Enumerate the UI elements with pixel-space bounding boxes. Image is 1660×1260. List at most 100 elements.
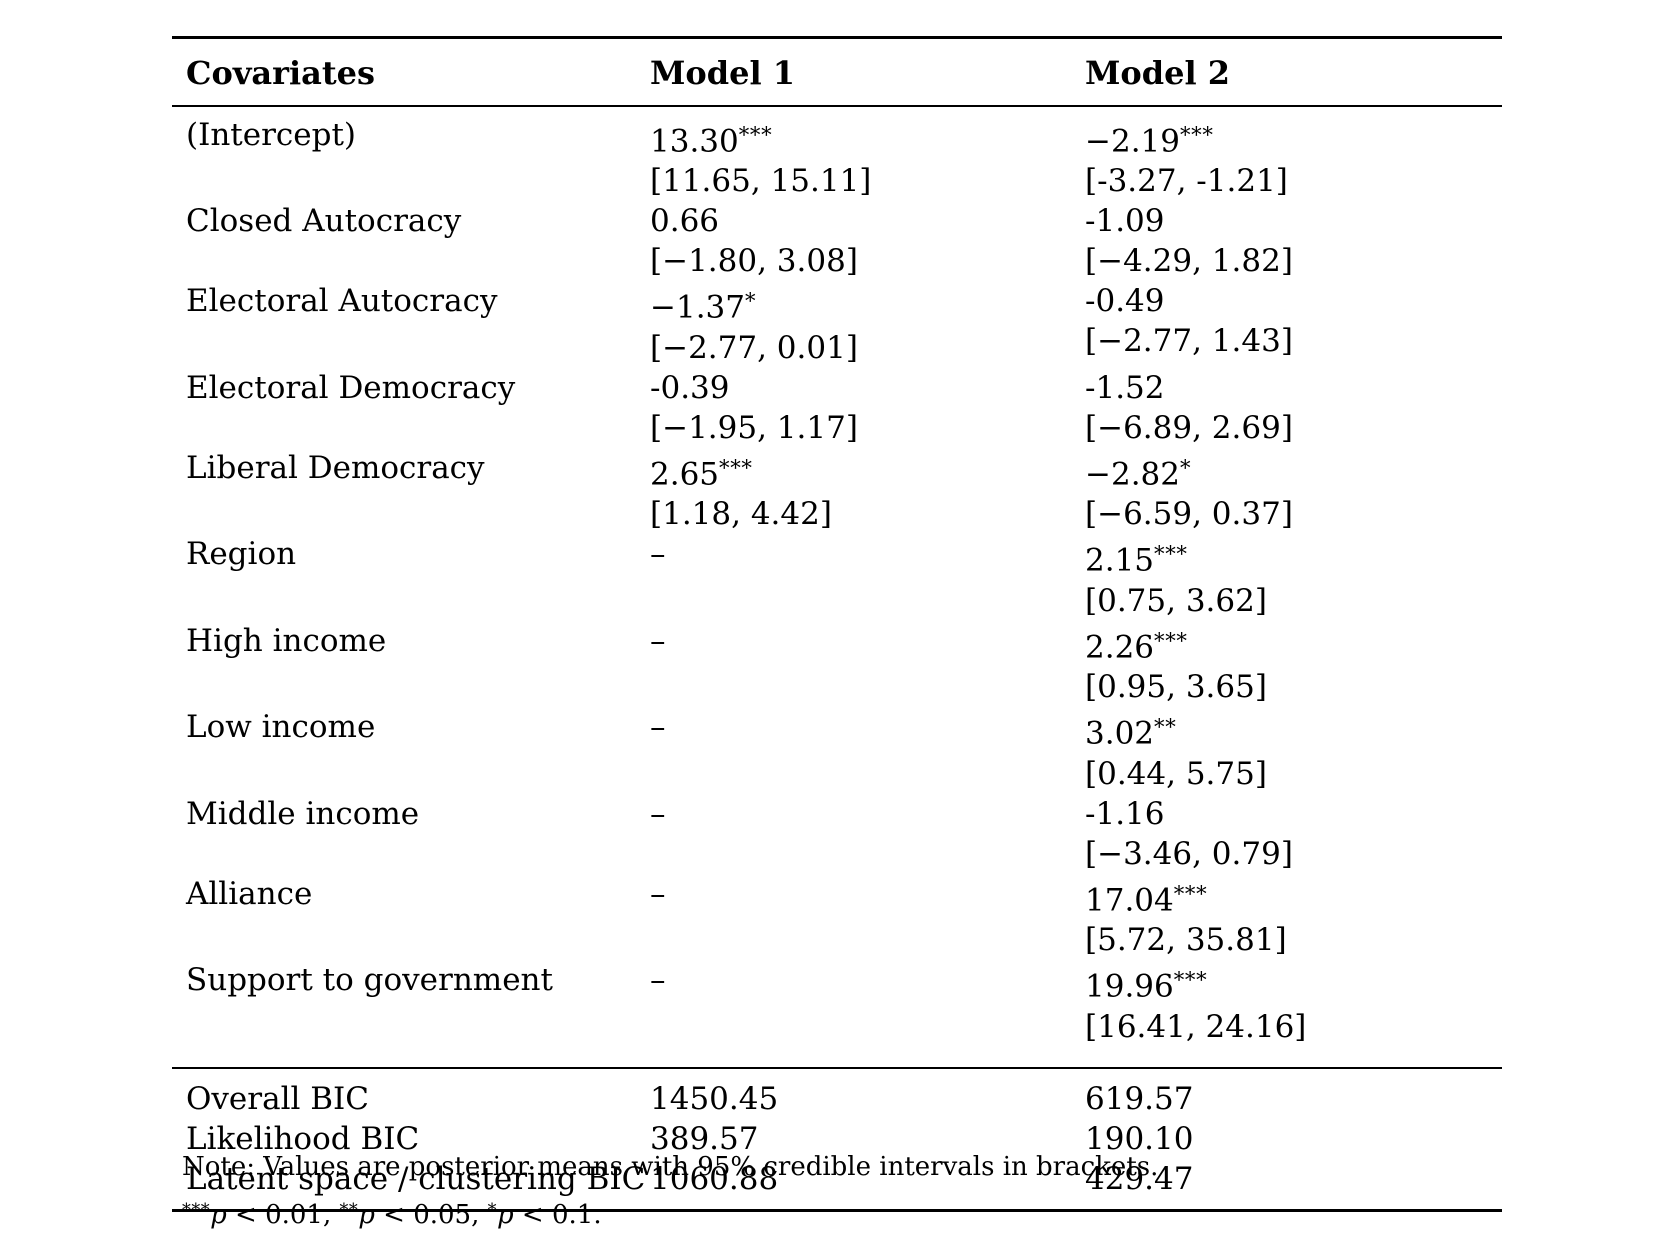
- model-2-cell: 2.15*** [0.75, 3.62]: [1071, 534, 1502, 620]
- credible-interval: [−1.80, 3.08]: [650, 243, 858, 280]
- fit-statistic-value-model-1: 1060.88: [650, 1160, 779, 1197]
- credible-interval: [−6.89, 2.69]: [1085, 409, 1293, 446]
- model-1-cell: –: [636, 534, 1071, 620]
- fit-statistic-value-model-2: 619.57: [1085, 1080, 1194, 1117]
- fit-statistic-row: Likelihood BIC 389.57 190.10: [172, 1119, 1502, 1159]
- credible-interval: [0.75, 3.62]: [1085, 582, 1267, 619]
- estimate-value: 2.26***: [1085, 621, 1502, 667]
- estimate-value: −2.82*: [1085, 448, 1502, 494]
- estimate-value: 13.30***: [650, 115, 1071, 161]
- covariate-label: Support to government: [186, 962, 553, 999]
- credible-interval: [0.44, 5.75]: [1085, 755, 1267, 792]
- missing-value-dash: –: [650, 622, 666, 659]
- significance-stars: ***: [738, 122, 773, 147]
- table-row: Electoral Autocracy −1.37* [−2.77, 0.01] -0…: [172, 281, 1502, 367]
- covariate-label: Region: [186, 536, 297, 573]
- model-2-cell: -1.16 [−3.46, 0.79]: [1071, 794, 1502, 874]
- significance-stars: **: [1154, 714, 1177, 740]
- estimate-value: 3.02**: [1085, 707, 1502, 753]
- p-variable: p: [358, 1200, 375, 1231]
- covariate-label: High income: [186, 622, 387, 659]
- column-header-model-2: Model 2: [1085, 54, 1231, 92]
- table-row: Support to government – 19.96*** [16.41, 24…: [172, 960, 1502, 1067]
- estimate-value: 17.04***: [1085, 874, 1502, 920]
- model-1-cell: –: [636, 794, 1071, 874]
- significance-stars: ***: [1173, 967, 1208, 993]
- fit-statistic-label: Likelihood BIC: [186, 1120, 420, 1157]
- table-row: (Intercept) 13.30*** [11.65, 15.11] −2.19**…: [172, 106, 1502, 201]
- estimate-value: -0.39: [650, 369, 730, 406]
- estimate-value: -1.09: [1085, 203, 1165, 240]
- fit-statistic-row: Latent space / clustering BIC 1060.88 429.…: [172, 1159, 1502, 1211]
- missing-value-dash: –: [650, 962, 666, 999]
- table-row: Low income – 3.02** [0.44, 5.75]: [172, 707, 1502, 793]
- credible-interval: [−2.77, 0.01]: [650, 329, 858, 366]
- covariate-label: (Intercept): [186, 117, 357, 153]
- fit-statistic-label: Overall BIC: [186, 1080, 370, 1117]
- column-header-model-1: Model 1: [650, 54, 796, 92]
- estimate-value: 2.15***: [1085, 534, 1502, 580]
- covariate-label: Closed Autocracy: [186, 203, 462, 240]
- estimate-value: 19.96***: [1085, 960, 1502, 1006]
- credible-interval: [11.65, 15.11]: [650, 163, 872, 200]
- table-note: Note: Values are posterior means with 95…: [182, 1152, 1159, 1182]
- fit-statistic-value-model-1: 1450.45: [650, 1080, 779, 1117]
- model-1-cell: –: [636, 621, 1071, 707]
- threshold-text: < 0.05,: [374, 1200, 488, 1231]
- credible-interval: [-3.27, -1.21]: [1085, 163, 1288, 200]
- fit-statistic-value-model-1: 389.57: [650, 1120, 759, 1157]
- model-2-cell: -1.09 [−4.29, 1.82]: [1071, 201, 1502, 281]
- covariate-label: Low income: [186, 709, 376, 746]
- threshold-text: < 0.1.: [513, 1200, 602, 1231]
- model-2-cell: 3.02** [0.44, 5.75]: [1071, 707, 1502, 793]
- model-1-cell: 2.65*** [1.18, 4.42]: [636, 448, 1071, 534]
- estimate-value: 2.65***: [650, 448, 1071, 494]
- table-row: Middle income – -1.16 [−3.46, 0.79]: [172, 794, 1502, 874]
- model-1-cell: 0.66 [−1.80, 3.08]: [636, 201, 1071, 281]
- missing-value-dash: –: [650, 709, 666, 746]
- column-header-covariates: Covariates: [186, 54, 376, 92]
- model-1-cell: –: [636, 960, 1071, 1067]
- model-1-cell: −1.37* [−2.77, 0.01]: [636, 281, 1071, 367]
- threshold-text: < 0.01,: [226, 1200, 340, 1231]
- significance-stars: **: [339, 1201, 359, 1221]
- model-2-cell: 19.96*** [16.41, 24.16]: [1071, 960, 1502, 1067]
- missing-value-dash: –: [650, 875, 666, 912]
- table-notes: Note: Values are posterior means with 95…: [182, 1150, 1158, 1242]
- model-2-cell: 2.26*** [0.95, 3.65]: [1071, 621, 1502, 707]
- fit-statistic-rows: Overall BIC 1450.45 619.57 Likelihood BIC 38…: [172, 1067, 1502, 1211]
- model-1-cell: 13.30*** [11.65, 15.11]: [636, 106, 1071, 201]
- estimate-value: −2.19***: [1085, 115, 1502, 161]
- table-row: Alliance – 17.04*** [5.72, 35.81]: [172, 874, 1502, 960]
- credible-interval: [−2.77, 1.43]: [1085, 323, 1293, 360]
- model-1-cell: –: [636, 874, 1071, 960]
- coefficient-rows: (Intercept) 13.30*** [11.65, 15.11] −2.19**…: [172, 106, 1502, 1068]
- significance-stars: ***: [1180, 122, 1214, 147]
- covariate-label: Liberal Democracy: [186, 449, 485, 486]
- table-row: Region – 2.15*** [0.75, 3.62]: [172, 534, 1502, 620]
- missing-value-dash: –: [650, 536, 666, 573]
- credible-interval: [16.41, 24.16]: [1085, 1008, 1307, 1045]
- fit-statistic-row: Overall BIC 1450.45 619.57: [172, 1068, 1502, 1119]
- fit-statistic-value-model-2: 190.10: [1085, 1120, 1194, 1157]
- estimate-value: -1.16: [1085, 795, 1165, 832]
- covariate-label: Middle income: [186, 795, 420, 832]
- model-2-cell: −2.82* [−6.59, 0.37]: [1071, 448, 1502, 534]
- model-2-cell: −2.19*** [-3.27, -1.21]: [1071, 106, 1502, 201]
- significance-stars: ***: [1154, 627, 1188, 653]
- credible-interval: [−6.59, 0.37]: [1085, 496, 1293, 533]
- credible-interval: [−3.46, 0.79]: [1085, 835, 1293, 872]
- significance-legend: ***p < 0.01, **p < 0.05, *p < 0.1.: [182, 1194, 1158, 1232]
- covariate-label: Electoral Autocracy: [186, 283, 498, 320]
- significance-stars: ***: [1154, 541, 1188, 567]
- model-1-cell: –: [636, 707, 1071, 793]
- credible-interval: [−1.95, 1.17]: [650, 409, 858, 446]
- credible-interval: [−4.29, 1.82]: [1085, 243, 1293, 280]
- model-comparison-table: Covariates Model 1 Model 2 (Intercept) 13…: [172, 36, 1502, 1212]
- p-variable: p: [210, 1200, 227, 1231]
- significance-stars: *: [745, 288, 757, 314]
- significance-stars: ***: [182, 1201, 211, 1221]
- model-comparison-table-wrap: Covariates Model 1 Model 2 (Intercept) 13…: [172, 36, 1502, 1212]
- credible-interval: [0.95, 3.65]: [1085, 669, 1267, 706]
